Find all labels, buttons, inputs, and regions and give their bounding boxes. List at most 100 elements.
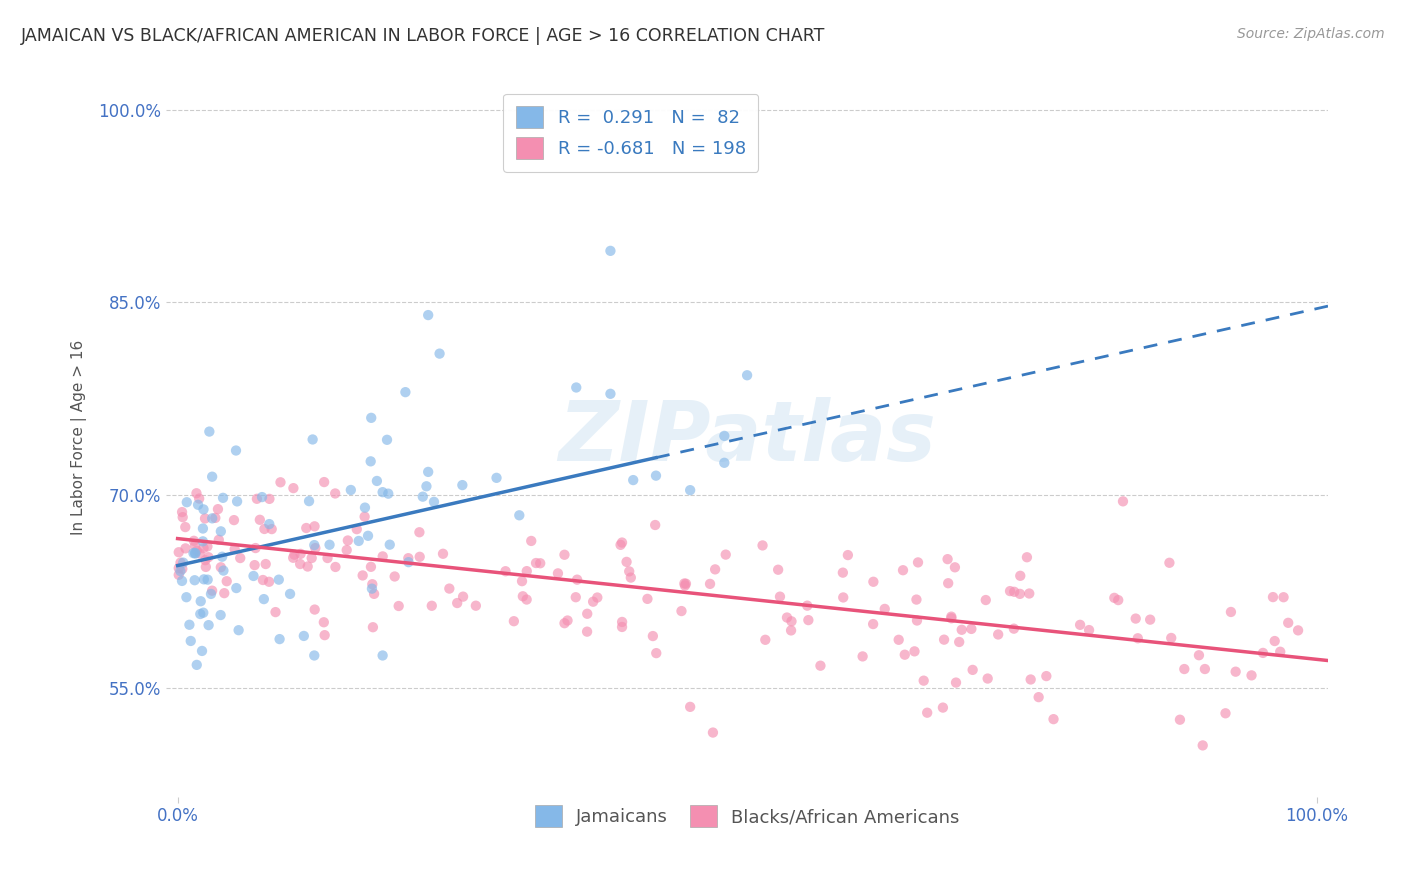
- Point: [673, 578, 696, 592]
- Point: [259, 491, 281, 506]
- Point: [183, 573, 205, 587]
- Point: [363, 587, 385, 601]
- Point: [1035, 669, 1057, 683]
- Point: [524, 556, 547, 570]
- Point: [945, 675, 967, 690]
- Point: [769, 590, 792, 604]
- Point: [950, 623, 973, 637]
- Point: [1042, 712, 1064, 726]
- Point: [702, 725, 724, 739]
- Point: [388, 599, 411, 613]
- Point: [439, 582, 461, 596]
- Point: [418, 308, 440, 322]
- Point: [249, 513, 271, 527]
- Point: [1107, 593, 1129, 607]
- Point: [948, 635, 970, 649]
- Point: [197, 550, 219, 565]
- Point: [1286, 624, 1309, 638]
- Point: [941, 611, 963, 625]
- Point: [361, 577, 384, 591]
- Point: [1126, 632, 1149, 646]
- Point: [887, 632, 910, 647]
- Point: [197, 573, 219, 587]
- Point: [224, 542, 246, 557]
- Point: [201, 511, 224, 525]
- Point: [699, 577, 721, 591]
- Point: [1139, 613, 1161, 627]
- Point: [831, 566, 853, 580]
- Point: [396, 551, 419, 566]
- Point: [891, 563, 914, 577]
- Point: [780, 624, 803, 638]
- Text: ZIPatlas: ZIPatlas: [558, 397, 936, 477]
- Point: [375, 433, 398, 447]
- Point: [1078, 623, 1101, 637]
- Point: [212, 564, 235, 578]
- Point: [298, 494, 321, 508]
- Point: [464, 599, 486, 613]
- Point: [610, 535, 633, 549]
- Point: [432, 547, 454, 561]
- Point: [193, 606, 215, 620]
- Point: [353, 509, 375, 524]
- Point: [936, 552, 959, 566]
- Point: [352, 568, 374, 582]
- Point: [191, 644, 214, 658]
- Point: [1277, 615, 1299, 630]
- Point: [1219, 605, 1241, 619]
- Point: [172, 556, 194, 570]
- Point: [229, 551, 252, 566]
- Point: [214, 586, 236, 600]
- Point: [259, 517, 281, 532]
- Point: [576, 624, 599, 639]
- Point: [418, 465, 440, 479]
- Point: [932, 700, 955, 714]
- Point: [252, 573, 274, 587]
- Point: [301, 551, 323, 566]
- Point: [1194, 662, 1216, 676]
- Point: [354, 500, 377, 515]
- Point: [336, 543, 359, 558]
- Point: [420, 599, 443, 613]
- Point: [188, 607, 211, 621]
- Point: [176, 591, 198, 605]
- Point: [679, 699, 702, 714]
- Point: [304, 602, 326, 616]
- Point: [547, 566, 569, 581]
- Point: [832, 591, 855, 605]
- Point: [193, 572, 215, 586]
- Text: Source: ZipAtlas.com: Source: ZipAtlas.com: [1237, 27, 1385, 41]
- Point: [191, 534, 214, 549]
- Point: [998, 584, 1021, 599]
- Point: [366, 474, 388, 488]
- Point: [1251, 646, 1274, 660]
- Point: [796, 599, 818, 613]
- Point: [586, 591, 609, 605]
- Point: [679, 483, 702, 497]
- Point: [242, 569, 264, 583]
- Point: [1160, 631, 1182, 645]
- Point: [609, 538, 631, 552]
- Point: [1015, 550, 1038, 565]
- Point: [1191, 739, 1213, 753]
- Point: [226, 494, 249, 508]
- Point: [301, 433, 323, 447]
- Point: [295, 521, 318, 535]
- Point: [360, 410, 382, 425]
- Point: [246, 491, 269, 506]
- Point: [269, 475, 291, 490]
- Point: [253, 592, 276, 607]
- Point: [446, 596, 468, 610]
- Point: [903, 644, 925, 658]
- Point: [371, 648, 394, 663]
- Point: [304, 541, 326, 555]
- Point: [187, 498, 209, 512]
- Point: [636, 591, 658, 606]
- Point: [186, 543, 208, 558]
- Point: [314, 628, 336, 642]
- Point: [502, 614, 524, 628]
- Point: [184, 539, 207, 553]
- Point: [894, 648, 917, 662]
- Point: [384, 569, 406, 583]
- Point: [529, 556, 551, 570]
